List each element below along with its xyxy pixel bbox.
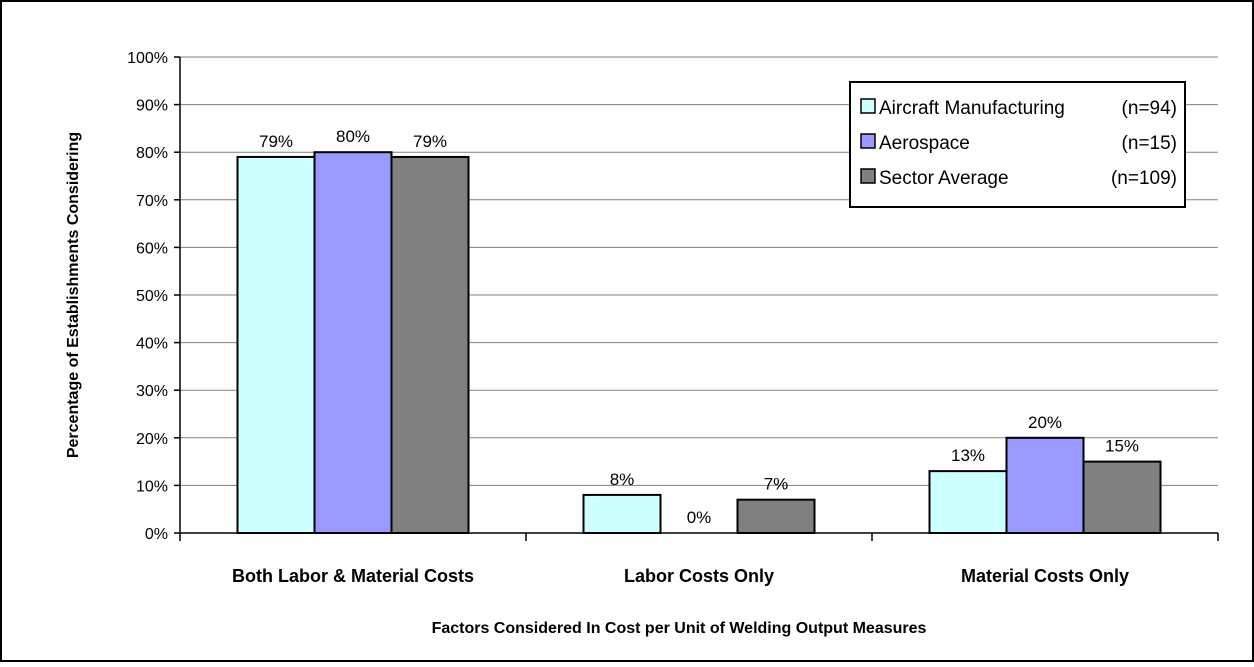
axes [174,56,1219,541]
legend-box [849,81,1186,208]
data-label: 80% [336,127,370,146]
data-label: 8% [610,470,635,489]
bar [390,155,470,535]
y-tick-label: 100% [127,50,168,67]
legend-swatch [860,98,876,114]
y-tick-label: 0% [145,526,168,543]
category-label: Labor Costs Only [624,566,774,586]
y-tick-label: 90% [136,98,168,115]
legend-label: Aircraft Manufacturing [879,98,1065,119]
data-label: 79% [259,132,293,151]
bar [236,155,316,535]
bar [736,498,816,534]
bar [313,151,393,534]
y-tick-label: 80% [136,145,168,162]
y-tick-label: 70% [136,193,168,210]
bar [1005,436,1085,534]
category-label: Material Costs Only [961,566,1129,586]
bar [582,493,662,535]
legend: Aircraft Manufacturing (n=94) Aerospace (n=… [849,81,1186,208]
y-tick-label: 40% [136,336,168,353]
data-label: 20% [1028,413,1062,432]
bar [1082,460,1162,535]
y-tick-label: 20% [136,431,168,448]
y-axis-title: Percentage of Establishments Considering [65,132,82,458]
y-tick-label: 30% [136,383,168,400]
bar [928,470,1008,534]
data-label: 13% [951,446,985,465]
data-label: 0% [687,508,712,527]
legend-label: Aerospace [879,133,970,154]
legend-swatch [860,133,876,149]
data-label: 79% [413,132,447,151]
legend-n-label: (n=15) [1122,133,1177,154]
legend-label: Sector Average [879,168,1009,189]
labels: 0% 10% 20% 30% 40% 50% 60% 70% 80% 90% 100% 79% 80% 7… [65,50,1139,637]
data-label: 7% [764,475,789,494]
x-axis-title: Factors Considered In Cost per Unit of W… [432,620,927,637]
y-tick-label: 50% [136,288,168,305]
data-label: 15% [1105,437,1139,456]
legend-swatch [860,168,876,184]
legend-n-label: (n=109) [1111,168,1177,189]
y-tick-label: 10% [136,478,168,495]
y-tick-label: 60% [136,240,168,257]
category-label: Both Labor & Material Costs [232,566,474,586]
legend-n-label: (n=94) [1122,98,1177,119]
